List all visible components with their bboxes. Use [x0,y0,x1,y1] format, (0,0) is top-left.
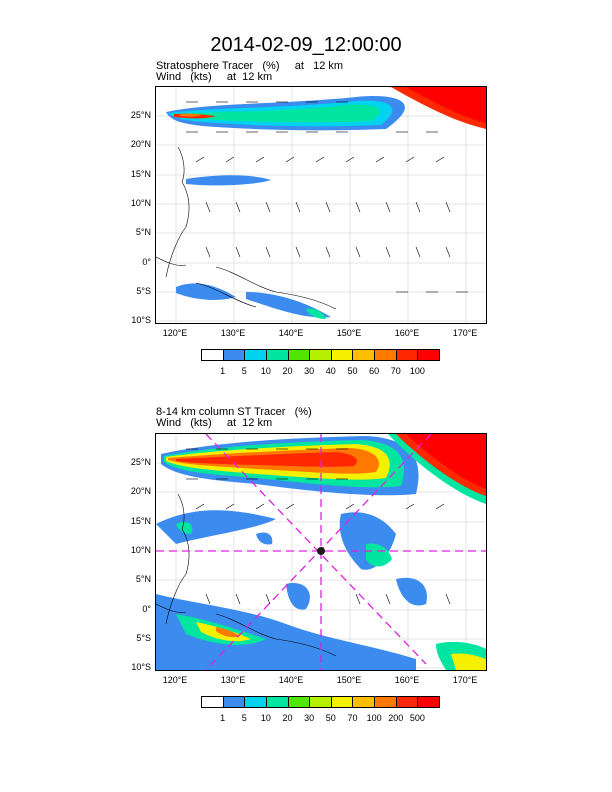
panel1-map-graphic [156,87,486,323]
panel1-ytick-label: 5°S [136,286,151,296]
panel2-ytick-label: 10°S [131,662,151,672]
panel2-wind-barbs [186,448,451,605]
panel1-colorbar-label: 20 [282,366,293,376]
panel2-colorbar [201,696,440,708]
panel1-colorbar-label: 1 [220,366,226,376]
panel1-colorbar-box [374,349,397,361]
panel1-ytick-label: 10°N [130,198,151,208]
panel1-xtick-label: 130°E [220,328,246,338]
panel1-xtick-label: 120°E [162,328,188,338]
panel2-colorbar-box [265,696,289,708]
panel2-ytick-label: 15°N [130,516,151,526]
panel2-xtick-label: 160°E [394,675,420,685]
panel2-xtick-label: 130°E [220,675,246,685]
panel1-subtitle-wind: Wind (kts) at 12 km [156,71,273,83]
panel2-xtick-label: 170°E [452,675,478,685]
panel1-colorbar-label: 5 [241,366,247,376]
panel2-ytick-label: 5°S [136,633,151,643]
panel2-colorbar-box [395,696,419,708]
panel2-colorbar-box [352,696,376,708]
panel2-colorbar-box [222,696,246,708]
panel1-ytick-label: 0° [142,257,151,267]
panel2-colorbar-box [201,696,224,708]
panel2-colorbar-box [287,696,311,708]
panel1-xtick-label: 150°E [336,328,362,338]
panel2-colorbar-label: 50 [325,713,336,723]
panel2-colorbar-label: 500 [409,713,425,723]
panel1-xtick-label: 170°E [452,328,478,338]
panel1-colorbar-label: 30 [304,366,315,376]
panel2-colorbar-label: 100 [366,713,382,723]
panel1-subtitle-tracer: Stratosphere Tracer (%) at 12 km [156,60,344,72]
panel1-colorbar-box [330,349,354,361]
panel1-ytick-label: 25°N [130,110,151,120]
panel2-colorbar-label: 10 [260,713,271,723]
panel2-ytick-label: 0° [142,604,151,614]
panel2-xtick-label: 140°E [278,675,304,685]
panel2-colorbar-box [330,696,354,708]
panel2-ytick-label: 25°N [130,457,151,467]
panel1-colorbar-label: 100 [409,366,425,376]
panel1-colorbar-box [395,349,419,361]
panel2-colorbar-label: 20 [282,713,293,723]
panel2-ytick-label: 5°N [135,574,151,584]
panel1-colorbar-box [287,349,311,361]
panel2-colorbar-box [244,696,267,708]
panel2-center-marker [317,547,325,555]
panel1-colorbar-box [201,349,224,361]
panel2-xtick-label: 150°E [336,675,362,685]
panel1-ytick-label: 20°N [130,139,151,149]
panel1-gridlines [156,87,486,323]
panel2-colorbar-label: 200 [388,713,404,723]
panel2-colorbar-label: 1 [220,713,226,723]
panel1-colorbar-box [265,349,289,361]
panel1-colorbar-label: 60 [369,366,380,376]
panel2-colorbar-box [309,696,332,708]
panel1-map [155,86,487,324]
panel1-colorbar-label: 70 [390,366,401,376]
panel2-map [155,433,487,671]
panel1-colorbar-box [244,349,267,361]
panel1-ytick-label: 15°N [130,169,151,179]
panel1-wind-barbs [186,101,468,293]
panel2-subtitle-tracer: 8-14 km column ST Tracer (%) [156,406,312,418]
panel1-colorbar [201,349,440,361]
panel2-colorbar-label: 30 [304,713,315,723]
panel1-ytick-label: 5°N [135,227,151,237]
panel2-subtitle-wind: Wind (kts) at 12 km [156,417,273,429]
panel2-colorbar-label: 70 [347,713,358,723]
panel2-ytick-label: 10°N [130,545,151,555]
panel1-colorbar-box [352,349,376,361]
panel2-ytick-label: 20°N [130,486,151,496]
panel2-colorbar-label: 5 [241,713,247,723]
panel1-xtick-label: 140°E [278,328,304,338]
panel2-colorbar-box [374,696,397,708]
panel1-colorbar-box [222,349,246,361]
panel2-map-graphic [156,434,486,670]
panel1-xtick-label: 160°E [394,328,420,338]
panel2-xtick-label: 120°E [162,675,188,685]
panel1-ytick-label: 10°S [131,315,151,325]
panel1-colorbar-label: 50 [347,366,358,376]
panel1-colorbar-label: 40 [325,366,336,376]
page-title: 2014-02-09_12:00:00 [210,34,402,56]
panel2-colorbar-box [417,696,440,708]
panel1-colorbar-label: 10 [260,366,271,376]
panel1-colorbar-box [417,349,440,361]
panel1-colorbar-box [309,349,332,361]
